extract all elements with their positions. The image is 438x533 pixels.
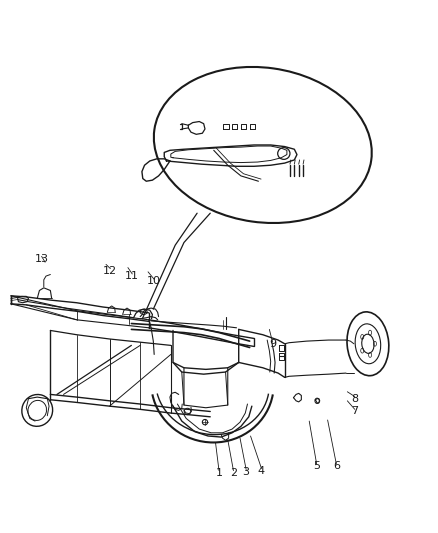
Text: 7: 7 [351,407,358,416]
Text: 1: 1 [215,468,223,478]
Text: 11: 11 [125,271,139,281]
Text: 9: 9 [269,339,276,349]
Text: 12: 12 [103,266,117,276]
Ellipse shape [154,67,372,223]
Text: 2: 2 [230,468,237,478]
Text: 13: 13 [35,254,49,263]
Text: 4: 4 [258,466,265,475]
Text: 8: 8 [351,394,358,403]
Text: 10: 10 [147,277,161,286]
Text: 6: 6 [333,462,340,471]
Text: 5: 5 [313,462,320,471]
Text: 3: 3 [243,467,250,477]
